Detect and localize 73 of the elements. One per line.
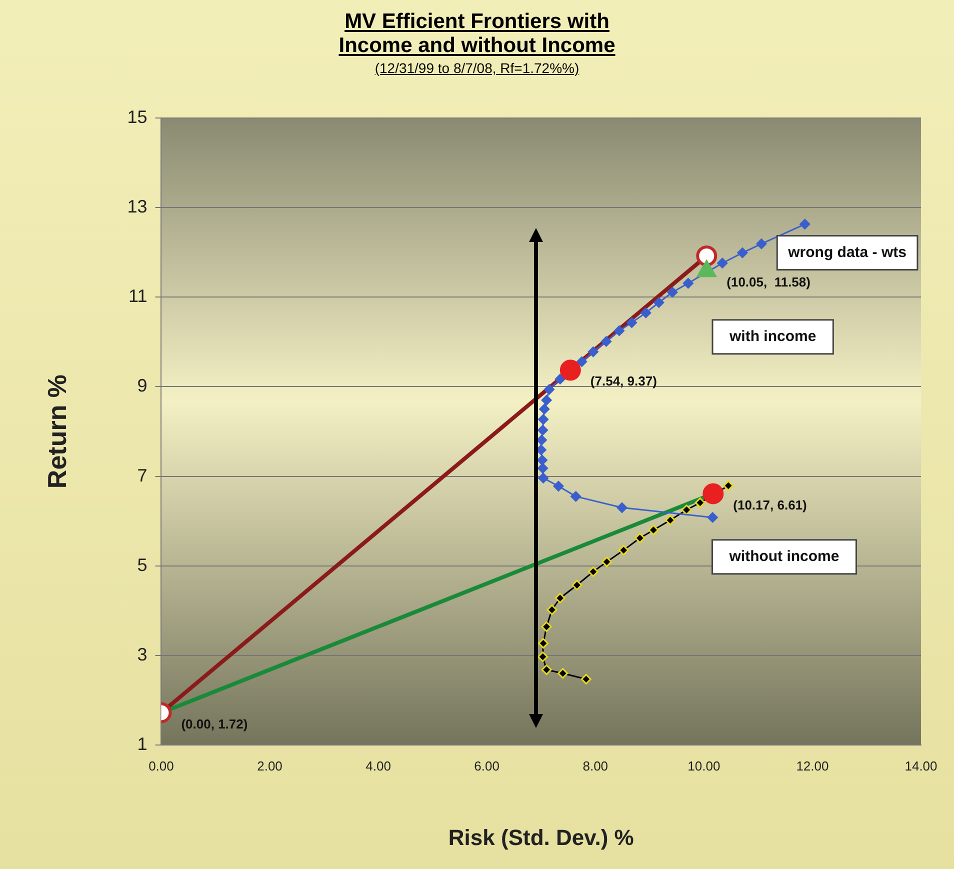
point — [576, 356, 588, 367]
point — [538, 638, 549, 649]
point — [600, 336, 612, 347]
point — [648, 524, 659, 536]
point — [554, 592, 566, 604]
point — [717, 258, 728, 268]
point — [756, 238, 767, 250]
y-axis-title: Return % — [42, 374, 72, 489]
point — [537, 652, 548, 662]
y-tick-label: 13 — [127, 196, 148, 217]
point — [588, 566, 598, 577]
annotation: (0.00, 1.72) — [181, 716, 248, 732]
point — [541, 664, 552, 676]
annotation: (7.54, 9.37) — [590, 374, 657, 389]
point — [570, 491, 582, 502]
point — [654, 297, 664, 308]
text: with income — [728, 328, 816, 345]
point — [580, 674, 592, 684]
x-tick-label: 0.00 — [148, 758, 174, 774]
text: without income — [728, 548, 840, 566]
point — [602, 556, 612, 568]
chart-subtitle: (12/31/99 to 8/7/08, Rf=1.72%%) — [374, 60, 580, 76]
x-tick-label: 2.00 — [257, 758, 282, 774]
point — [634, 532, 646, 544]
point — [723, 480, 734, 491]
point — [537, 424, 548, 436]
point — [538, 414, 549, 425]
x-tick-label: 6.00 — [474, 758, 500, 774]
x-tick-label: 10.00 — [688, 758, 720, 774]
y-tick-label: 11 — [128, 286, 148, 306]
point — [640, 308, 652, 318]
point — [536, 454, 548, 466]
chart-title: MV Efficient Frontiers with Income and without Income — [338, 10, 616, 58]
point — [544, 384, 554, 395]
y-tick-label: 9 — [137, 376, 148, 396]
point — [707, 512, 718, 523]
y-tick-label: 15 — [127, 106, 148, 127]
point — [541, 622, 552, 632]
point — [553, 480, 564, 492]
point — [554, 374, 566, 384]
point — [614, 325, 625, 336]
annotation: wrong data - wts — [787, 244, 906, 261]
point — [800, 218, 810, 230]
annotation: (10.17, 6.61) — [733, 497, 807, 512]
y-tick-label: 5 — [137, 554, 148, 575]
point — [538, 472, 549, 484]
x-tick-label: 4.00 — [366, 758, 391, 774]
point — [694, 497, 706, 508]
y-tick-label: 1 — [137, 734, 148, 754]
x-tick-label: 14.00 — [904, 758, 938, 774]
point — [702, 483, 724, 504]
x-axis-title: Risk (Std. Dev.) % — [448, 824, 634, 850]
point — [537, 462, 548, 474]
point — [681, 504, 692, 516]
point — [558, 668, 568, 679]
point — [737, 248, 748, 258]
point — [572, 580, 582, 590]
point — [539, 404, 550, 414]
point — [616, 502, 628, 513]
point — [626, 317, 637, 328]
point — [667, 286, 678, 298]
point — [541, 394, 552, 406]
x-tick-label: 8.00 — [582, 758, 608, 774]
y-tick-label: 3 — [137, 644, 148, 664]
point — [682, 278, 694, 289]
annotation: (10.05, 11.58) — [726, 274, 810, 290]
x-tick-label: 12.00 — [796, 758, 829, 774]
point — [588, 346, 598, 358]
point — [546, 604, 558, 615]
y-tick-label: 7 — [137, 465, 148, 486]
point — [560, 360, 581, 381]
point — [665, 514, 676, 526]
point — [618, 544, 629, 556]
